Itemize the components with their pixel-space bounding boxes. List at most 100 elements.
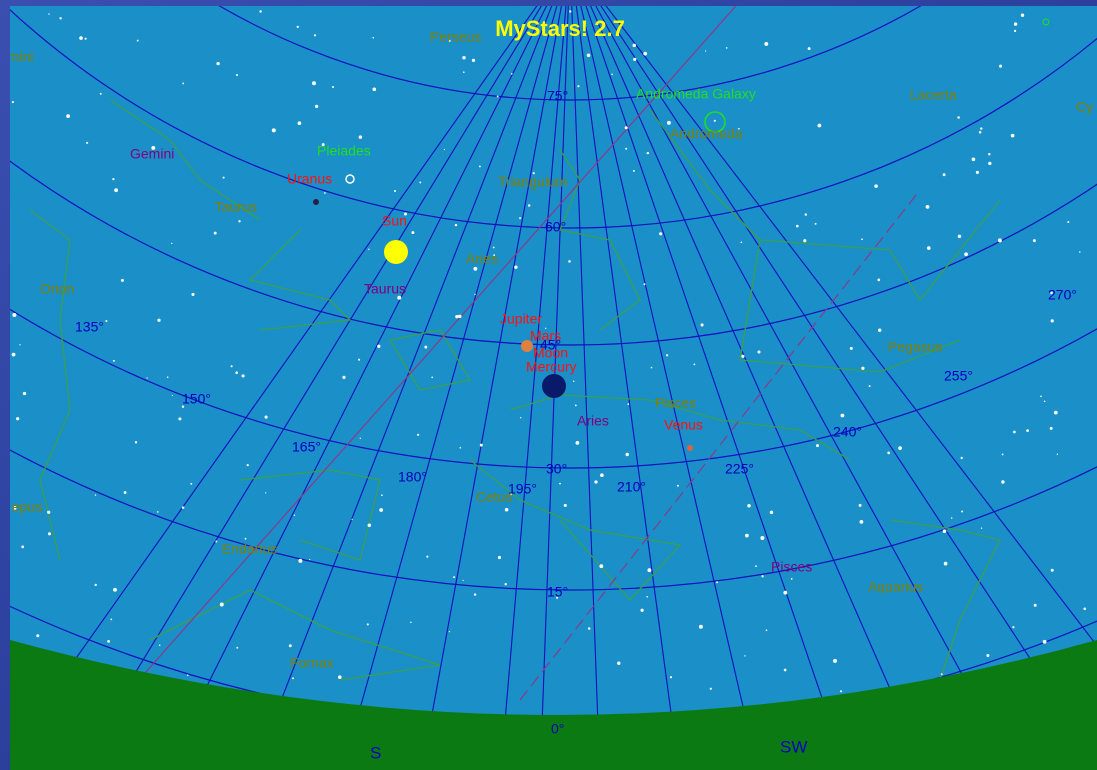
star <box>480 444 483 447</box>
constellation-name: Triangulum <box>498 174 568 190</box>
azimuth-label: 195° <box>508 481 537 497</box>
star <box>424 346 427 349</box>
azimuth-label: 255° <box>944 368 973 384</box>
star <box>157 511 159 513</box>
star <box>941 673 943 675</box>
object-name: Mercury <box>526 359 577 375</box>
star <box>633 170 635 172</box>
star <box>1014 22 1017 25</box>
star <box>1057 454 1058 455</box>
star <box>770 511 773 514</box>
object-name: Andromeda Galaxy <box>636 86 756 102</box>
star <box>760 536 764 540</box>
star <box>643 52 647 56</box>
star <box>716 581 718 583</box>
star <box>458 315 461 318</box>
star <box>107 640 110 643</box>
constellation-name: Andromeda <box>670 126 743 142</box>
star <box>351 519 352 520</box>
star <box>805 213 807 215</box>
star <box>472 59 475 62</box>
star <box>976 171 979 174</box>
star <box>815 223 817 225</box>
star <box>701 323 704 326</box>
star <box>86 142 88 144</box>
star <box>146 377 147 378</box>
star <box>462 56 465 59</box>
star <box>113 588 117 592</box>
star <box>957 116 960 119</box>
star <box>576 441 580 445</box>
compass-point: S <box>370 743 381 762</box>
star <box>367 623 369 625</box>
star <box>231 365 233 367</box>
star <box>245 538 247 540</box>
star <box>298 121 302 125</box>
star <box>625 148 627 150</box>
object-name: Jupiter <box>500 311 542 327</box>
star <box>21 545 24 548</box>
star <box>575 404 577 406</box>
star <box>12 313 16 317</box>
star <box>474 593 476 595</box>
star <box>1044 401 1046 403</box>
star <box>135 441 137 443</box>
star <box>332 86 334 88</box>
star <box>419 181 421 183</box>
star <box>265 492 266 493</box>
star <box>1040 395 1042 397</box>
star <box>861 367 864 370</box>
star <box>178 417 181 420</box>
object-name: Sun <box>382 213 407 229</box>
star <box>112 178 114 180</box>
star <box>377 345 380 348</box>
star <box>505 583 507 585</box>
star <box>514 266 517 269</box>
star <box>699 625 703 629</box>
star <box>640 609 643 612</box>
star <box>667 121 671 125</box>
azimuth-label: 135° <box>75 319 104 335</box>
azimuth-label: 225° <box>725 461 754 477</box>
star <box>1034 604 1037 607</box>
compass-point: SW <box>780 737 807 756</box>
star <box>559 483 561 485</box>
star <box>986 654 989 657</box>
star <box>783 591 787 595</box>
star <box>644 283 646 285</box>
planet <box>687 445 693 451</box>
star <box>236 647 238 649</box>
star <box>646 596 648 598</box>
star <box>47 511 50 514</box>
star <box>1051 569 1054 572</box>
star <box>611 73 613 75</box>
star <box>238 220 240 222</box>
star <box>569 10 571 12</box>
star <box>964 252 968 256</box>
star <box>887 452 890 455</box>
star <box>298 559 302 563</box>
object-name: Venus <box>664 417 703 433</box>
star <box>417 434 419 436</box>
star <box>979 131 982 134</box>
star <box>577 85 579 87</box>
star <box>625 453 628 456</box>
star <box>755 565 757 567</box>
star <box>568 260 571 263</box>
star <box>627 403 629 405</box>
star <box>599 564 603 568</box>
star <box>95 584 97 586</box>
star <box>410 622 411 623</box>
star <box>573 381 574 382</box>
star <box>95 494 96 495</box>
star <box>714 120 716 122</box>
star <box>36 634 39 637</box>
star <box>998 238 1002 242</box>
star <box>368 249 369 250</box>
star <box>459 447 461 449</box>
star <box>764 42 768 46</box>
star <box>564 504 567 507</box>
star <box>79 36 83 40</box>
star <box>1079 251 1081 253</box>
altitude-label: 15° <box>547 584 568 600</box>
